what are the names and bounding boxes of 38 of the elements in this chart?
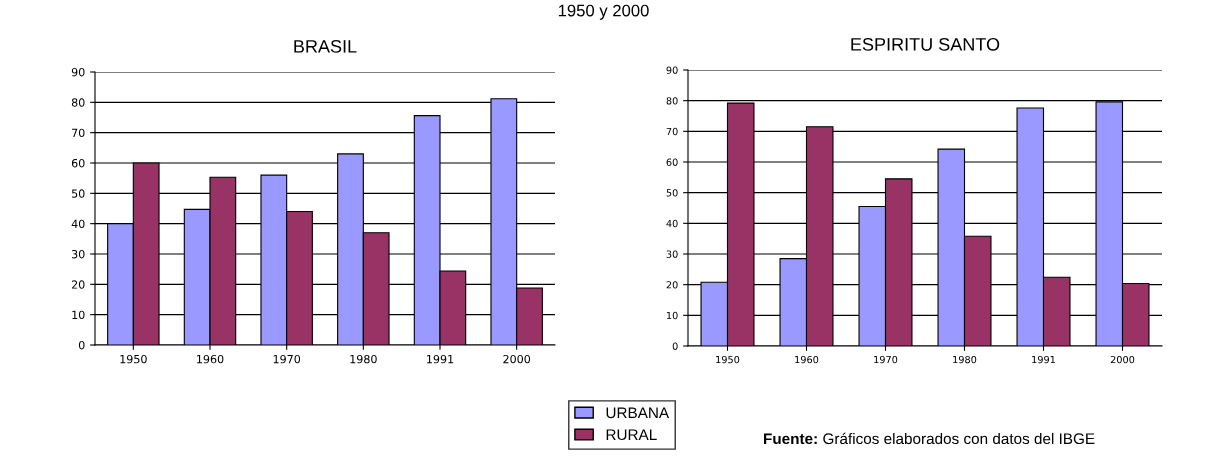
y-tick-label: 20 [666, 281, 678, 289]
x-tick-label: 1970 [874, 355, 898, 364]
y-tick-label: 70 [666, 127, 678, 136]
x-tick-label: 2000 [1110, 355, 1135, 364]
y-tick-label: 10 [666, 311, 678, 320]
legend-label: RURAL [606, 429, 657, 441]
y-tick-label: 50 [72, 189, 85, 198]
x-tick-label: 1950 [120, 354, 147, 364]
x-tick-label: 1991 [427, 354, 454, 364]
x-tick-label: 1960 [795, 355, 819, 364]
x-tick-label: 1980 [953, 355, 977, 364]
y-tick-label: 40 [71, 219, 85, 229]
x-tick-label: 1991 [1032, 355, 1055, 364]
y-tick-label: 30 [71, 249, 85, 259]
source-note: Fuente: Gráficos elaborados con datos del IBGE [764, 432, 1095, 445]
x-tick-label: 1960 [197, 354, 224, 364]
y-tick-label: 60 [71, 158, 85, 168]
text: 1950 y 2000 [558, 4, 649, 20]
y-tick-label: 40 [666, 219, 678, 228]
y-tick-label: 70 [72, 128, 85, 138]
y-tick-label: 10 [72, 310, 85, 320]
y-tick-label: 30 [666, 250, 678, 258]
y-tick-label: 0 [78, 340, 85, 350]
y-tick-label: 20 [71, 280, 85, 289]
x-tick-label: 1980 [350, 354, 377, 364]
x-tick-label: 1970 [273, 354, 301, 364]
legend-label: URBANA [606, 407, 670, 419]
y-tick-label: 80 [666, 97, 678, 105]
y-tick-label: 90 [71, 67, 85, 77]
chart-title: ESPIRITU SANTO [851, 37, 1000, 51]
y-tick-label: 0 [672, 342, 678, 350]
chart-title: BRASIL [294, 39, 357, 53]
x-tick-label: 2000 [503, 354, 531, 364]
y-tick-label: 60 [666, 158, 678, 166]
y-tick-label: 80 [71, 98, 85, 107]
x-tick-label: 1950 [716, 355, 740, 364]
y-tick-label: 50 [666, 189, 678, 197]
y-tick-label: 90 [666, 66, 678, 74]
